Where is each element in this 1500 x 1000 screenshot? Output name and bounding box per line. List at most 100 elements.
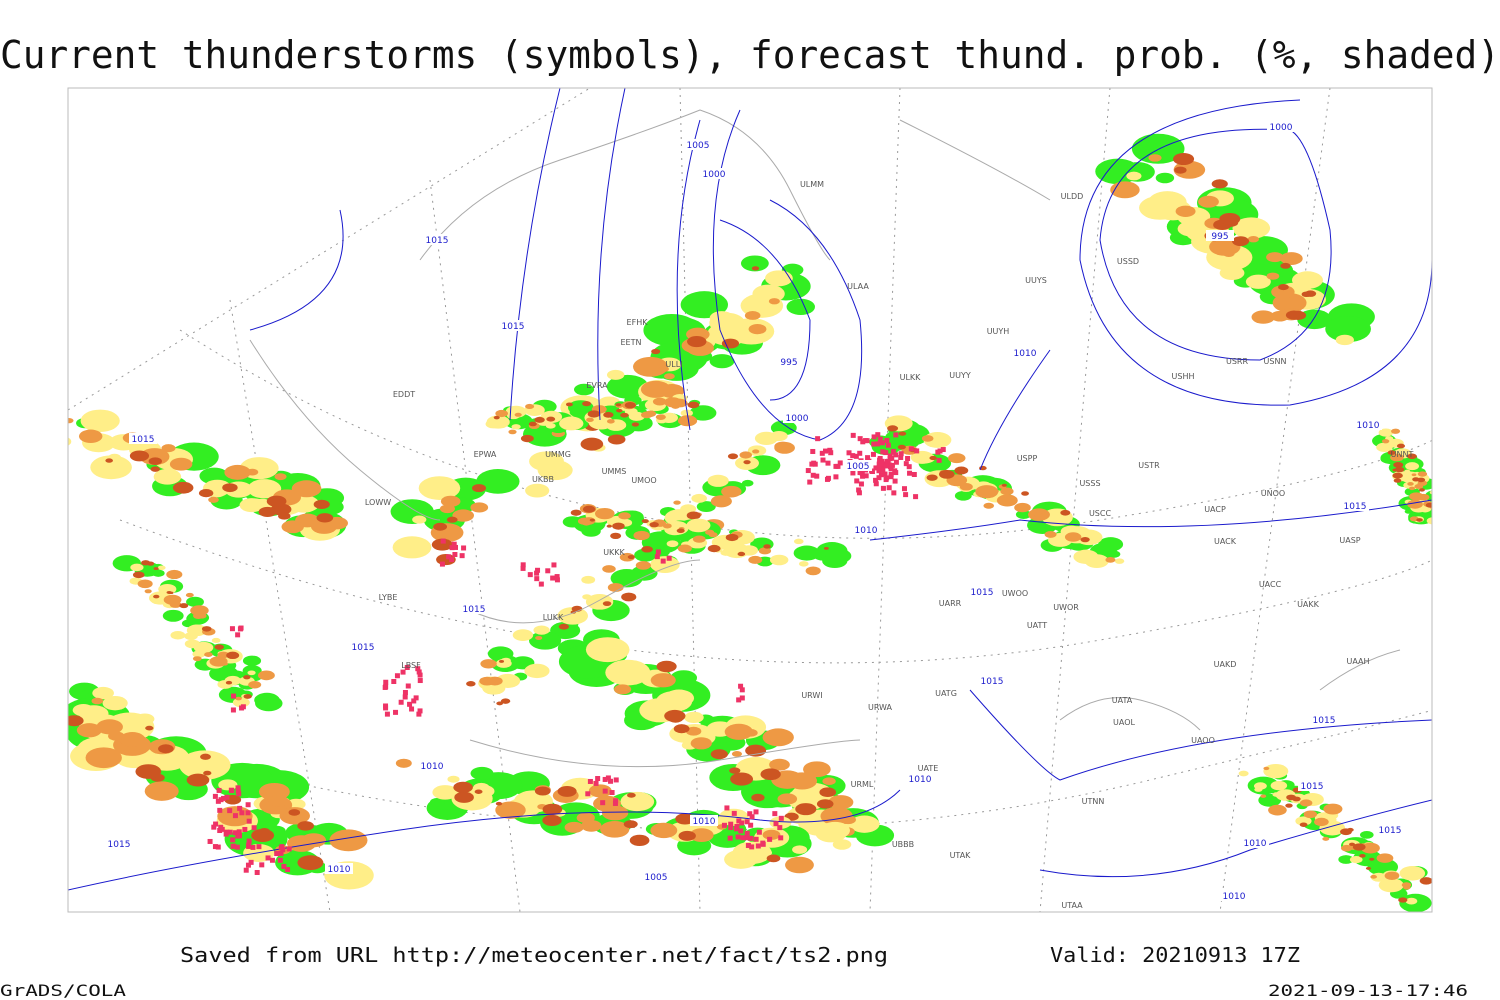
station-code: URML xyxy=(851,780,874,789)
shade-cell xyxy=(610,569,643,588)
station-code: USRR xyxy=(1226,357,1248,366)
shade-cell xyxy=(1098,537,1124,552)
shade-cell xyxy=(472,784,495,798)
storm-symbol xyxy=(407,701,413,707)
storm-symbol xyxy=(857,450,863,456)
shade-cell xyxy=(190,605,209,616)
shade-cell xyxy=(793,538,804,545)
shade-cell xyxy=(1211,179,1228,189)
shade-cell xyxy=(635,561,651,570)
storm-symbol xyxy=(233,830,239,836)
shade-cell xyxy=(137,579,153,589)
shade-cell xyxy=(581,820,602,832)
storm-symbol xyxy=(595,776,601,782)
graticule xyxy=(68,88,1432,912)
shade-cell xyxy=(1270,780,1288,791)
shade-cell xyxy=(1409,492,1424,501)
shade-cell xyxy=(225,680,233,685)
shade-cell xyxy=(1381,439,1390,444)
shade-cell xyxy=(770,431,788,442)
shade-cell xyxy=(495,801,503,806)
storm-symbol xyxy=(815,436,821,442)
station-code: USSS xyxy=(1079,479,1100,488)
storm-symbol xyxy=(893,432,899,438)
shade-cell xyxy=(737,551,746,557)
storm-symbol xyxy=(393,709,399,715)
isobar-label: 1010 xyxy=(855,526,878,536)
shade-cell xyxy=(887,425,899,432)
map-frame xyxy=(67,87,1433,913)
shade-cell xyxy=(1015,510,1032,519)
storm-symbol xyxy=(903,492,909,498)
shade-cell xyxy=(730,772,754,786)
storm-symbol xyxy=(224,794,230,800)
shade-cell xyxy=(1266,272,1280,280)
storm-symbol xyxy=(887,456,893,462)
storm-symbol xyxy=(245,810,251,816)
software-credit: GrADS/COLA xyxy=(0,981,126,1000)
isobar-label-bg xyxy=(684,139,712,150)
shade-cell xyxy=(1299,822,1308,827)
isobar-label: 1015 xyxy=(1379,826,1402,836)
isobar-label-bg xyxy=(978,675,1006,686)
isobar-label-bg xyxy=(700,168,728,179)
shade-cell xyxy=(68,437,72,446)
shade-cell xyxy=(197,613,207,619)
storm-symbol xyxy=(878,472,884,478)
shade-cell xyxy=(1391,428,1401,434)
shade-cell xyxy=(153,567,159,571)
station-code: UAOO xyxy=(1191,736,1215,745)
storm-symbol xyxy=(235,788,241,794)
shade-cell xyxy=(242,655,262,666)
timestamp: 2021-09-13-17:46 xyxy=(1268,981,1468,1000)
storm-symbol xyxy=(417,708,423,714)
storm-symbol xyxy=(609,790,615,796)
storm-symbol xyxy=(213,821,219,827)
isobar-label-bg xyxy=(349,641,377,652)
station-code: UACP xyxy=(1204,505,1226,514)
station-code: UACC xyxy=(1259,580,1282,589)
storm-symbol xyxy=(749,814,755,820)
shade-cell xyxy=(803,761,831,778)
storm-symbol xyxy=(893,452,899,458)
shade-cell xyxy=(748,555,763,564)
storm-symbol xyxy=(230,707,236,713)
shade-cell xyxy=(153,468,182,485)
shade-cell xyxy=(678,830,696,841)
storm-symbol xyxy=(936,457,942,463)
shade-cell xyxy=(1335,334,1354,346)
shade-cell xyxy=(1370,874,1377,879)
storm-symbol xyxy=(265,855,271,861)
shade-cell xyxy=(748,324,767,335)
storm-symbol xyxy=(877,456,883,462)
shade-cell xyxy=(1418,488,1425,492)
shade-cell xyxy=(139,448,170,466)
storm-symbol xyxy=(237,805,243,811)
shade-cell xyxy=(186,596,204,607)
shade-cell xyxy=(76,723,102,738)
station-code: UATG xyxy=(935,689,957,698)
shade-cell xyxy=(1401,882,1412,888)
storm-symbol xyxy=(231,693,237,699)
station-code: UKKK xyxy=(603,548,625,557)
storm-symbol xyxy=(256,844,262,850)
storm-symbol xyxy=(778,835,784,841)
storm-symbol xyxy=(850,453,856,459)
storm-symbol xyxy=(908,446,914,452)
shade-cell xyxy=(828,795,854,810)
shade-cell xyxy=(316,513,334,523)
storm-symbol xyxy=(217,828,223,834)
shade-cell xyxy=(615,403,622,407)
station-code: EPWA xyxy=(474,450,497,459)
station-code: UUYH xyxy=(987,327,1010,336)
storm-symbol xyxy=(277,857,283,863)
storm-symbol xyxy=(440,538,446,544)
map-title: Current thunderstorms (symbols), forecas… xyxy=(0,33,1500,77)
shade-cell xyxy=(620,791,655,812)
shade-cell xyxy=(535,635,543,641)
shade-cell xyxy=(559,416,584,431)
storm-symbol xyxy=(876,475,882,481)
shade-cell xyxy=(200,753,211,760)
shade-cell xyxy=(741,479,754,487)
